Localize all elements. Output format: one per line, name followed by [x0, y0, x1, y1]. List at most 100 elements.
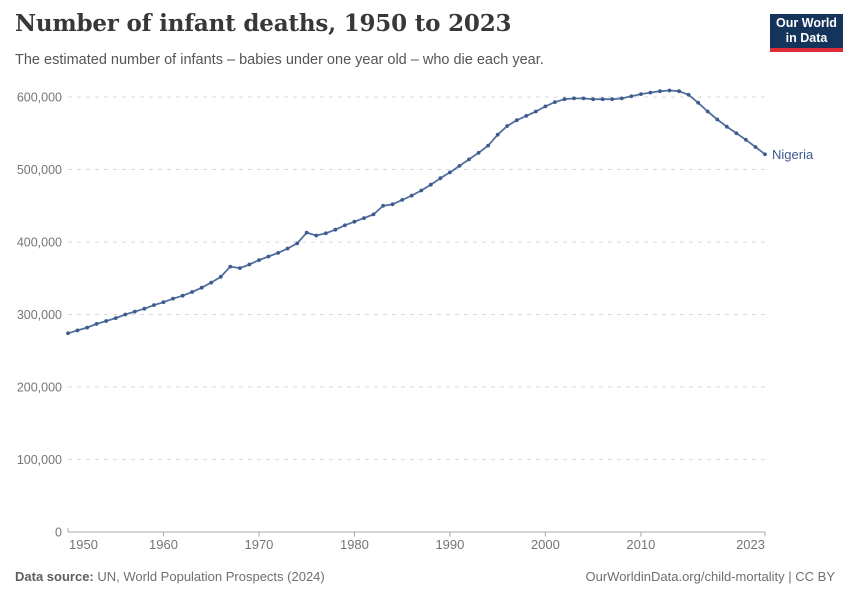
chart-footer: Data source: UN, World Population Prospe…	[15, 569, 835, 584]
data-point[interactable]	[553, 100, 557, 104]
data-point[interactable]	[171, 296, 175, 301]
data-point[interactable]	[543, 104, 548, 109]
data-point[interactable]	[457, 164, 462, 168]
data-point[interactable]	[199, 285, 204, 290]
owid-logo-line2: in Data	[785, 31, 828, 45]
data-point[interactable]	[591, 97, 595, 102]
data-point[interactable]	[276, 251, 280, 255]
data-source: Data source: UN, World Population Prospe…	[15, 569, 325, 584]
data-point[interactable]	[209, 280, 214, 285]
owid-logo: Our World in Data	[770, 14, 843, 52]
data-point[interactable]	[572, 96, 576, 101]
data-point[interactable]	[304, 230, 309, 235]
data-point[interactable]	[123, 312, 128, 317]
line-chart[interactable]: 0 100,000 200,000 300,000 400,000 500,000 600,…	[0, 85, 850, 565]
data-point[interactable]	[600, 97, 605, 102]
data-point[interactable]	[285, 246, 290, 251]
data-point[interactable]	[705, 109, 710, 114]
data-source-text: UN, World Population Prospects (2024)	[93, 569, 325, 584]
data-point[interactable]	[581, 96, 586, 101]
data-point[interactable]	[409, 193, 414, 198]
data-point[interactable]	[724, 124, 729, 129]
data-point[interactable]	[85, 325, 89, 330]
x-tick-label: 1960	[149, 537, 178, 552]
data-point[interactable]	[610, 97, 615, 102]
data-point[interactable]	[75, 328, 80, 333]
data-point[interactable]	[648, 90, 653, 95]
y-tick-label: 200,000	[17, 381, 62, 395]
data-point[interactable]	[448, 170, 452, 175]
data-point[interactable]	[715, 117, 720, 122]
data-point[interactable]	[533, 109, 538, 114]
data-point[interactable]	[514, 118, 519, 123]
data-point[interactable]	[486, 143, 490, 148]
data-point[interactable]	[333, 227, 338, 232]
x-tick-label: 2010	[626, 537, 655, 552]
data-point[interactable]	[314, 233, 319, 238]
x-tick-label: 2023	[736, 537, 765, 552]
data-point[interactable]	[419, 188, 424, 193]
data-point[interactable]	[400, 198, 405, 202]
data-point[interactable]	[295, 241, 300, 246]
x-tick-label: 2000	[531, 537, 560, 552]
data-point[interactable]	[371, 212, 376, 217]
data-point[interactable]	[667, 88, 672, 93]
data-point[interactable]	[629, 94, 634, 99]
y-tick-label: 300,000	[17, 308, 62, 322]
x-tick-label: 1980	[340, 537, 369, 552]
data-point[interactable]	[161, 300, 166, 305]
data-point[interactable]	[66, 331, 70, 336]
data-point[interactable]	[677, 89, 681, 94]
x-tick-label: 1990	[435, 537, 464, 552]
data-point[interactable]	[343, 223, 347, 228]
data-point[interactable]	[190, 290, 195, 294]
data-point[interactable]	[524, 114, 529, 118]
data-point[interactable]	[428, 182, 433, 187]
data-point[interactable]	[104, 319, 109, 323]
data-point[interactable]	[142, 306, 147, 311]
owid-logo-line1: Our World	[776, 16, 837, 30]
data-point[interactable]	[247, 262, 252, 267]
chart-subtitle: The estimated number of infants – babies…	[15, 52, 544, 68]
data-point[interactable]	[381, 203, 385, 208]
y-tick-label: 500,000	[17, 163, 62, 177]
data-point[interactable]	[323, 231, 328, 236]
y-tick-label: 400,000	[17, 236, 62, 250]
data-point[interactable]	[218, 274, 223, 279]
data-point[interactable]	[362, 216, 366, 221]
data-point[interactable]	[132, 309, 137, 314]
data-point[interactable]	[753, 145, 758, 149]
data-point[interactable]	[113, 316, 118, 320]
data-point[interactable]	[619, 96, 624, 101]
data-point[interactable]	[476, 150, 481, 155]
data-point[interactable]	[734, 131, 739, 136]
page-title: Number of infant deaths, 1950 to 2023	[15, 10, 512, 37]
data-point[interactable]	[495, 132, 500, 137]
data-point[interactable]	[467, 157, 471, 162]
data-point[interactable]	[228, 264, 233, 269]
data-point[interactable]	[562, 97, 567, 102]
data-point[interactable]	[238, 266, 242, 270]
data-point[interactable]	[744, 137, 748, 142]
data-source-label: Data source:	[15, 569, 94, 584]
series-end-label[interactable]: Nigeria	[772, 147, 814, 162]
data-point[interactable]	[639, 92, 643, 96]
data-point[interactable]	[266, 254, 271, 259]
data-point[interactable]	[696, 100, 701, 105]
data-point[interactable]	[505, 124, 510, 128]
data-point[interactable]	[352, 219, 357, 224]
data-point[interactable]	[390, 202, 395, 207]
data-point[interactable]	[180, 293, 185, 298]
data-point[interactable]	[94, 322, 99, 326]
data-point[interactable]	[257, 258, 261, 262]
x-tick-label: 1970	[244, 537, 273, 552]
data-point[interactable]	[763, 152, 767, 157]
data-point[interactable]	[438, 176, 443, 181]
credit-link[interactable]: OurWorldinData.org/child-mortality | CC …	[585, 569, 836, 584]
data-point[interactable]	[658, 89, 662, 94]
y-tick-label: 600,000	[17, 91, 62, 105]
data-point[interactable]	[152, 303, 156, 307]
y-tick-label: 0	[55, 526, 62, 540]
data-point[interactable]	[686, 92, 691, 97]
